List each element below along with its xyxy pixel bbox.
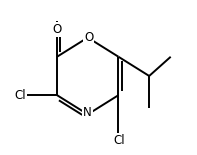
Text: Cl: Cl (14, 89, 26, 102)
Text: O: O (84, 31, 93, 44)
Text: N: N (83, 106, 92, 119)
Text: Cl: Cl (113, 134, 125, 147)
Text: O: O (52, 23, 62, 36)
